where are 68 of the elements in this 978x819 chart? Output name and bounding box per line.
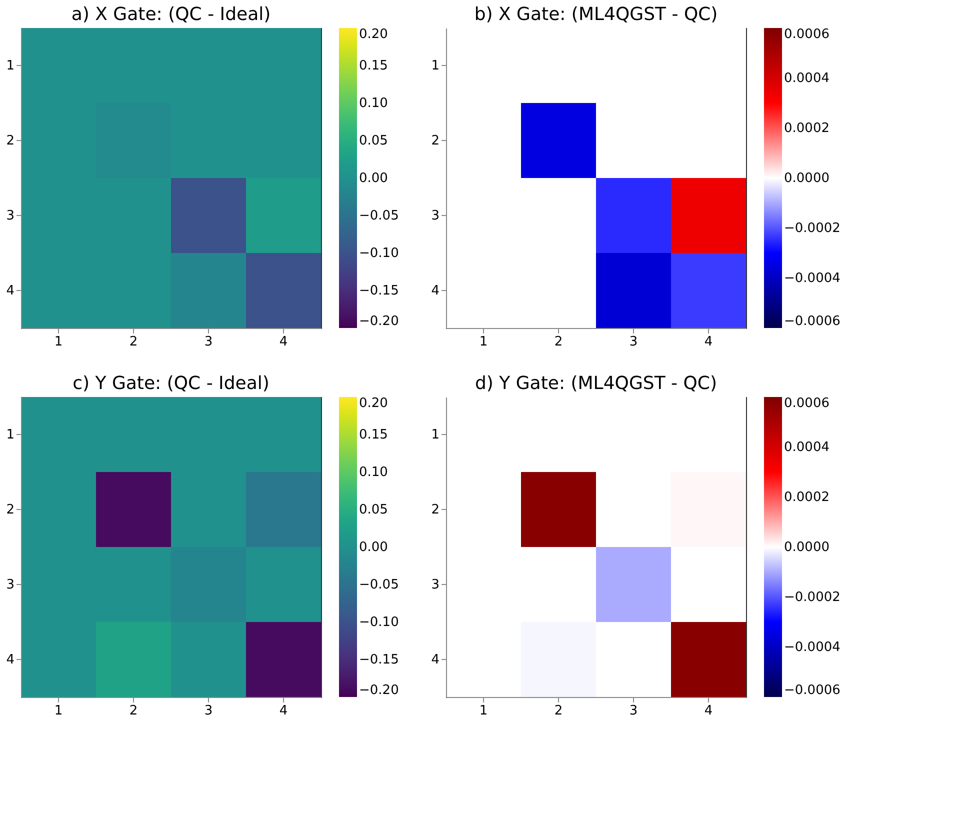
color-bar-label: 0.0002 [784, 490, 830, 505]
y-tick-label: 2 [431, 134, 440, 148]
color-bar-label: 0.0000 [784, 171, 830, 186]
color-bar-label: 0.0004 [784, 71, 830, 86]
x-tick-label: 2 [554, 334, 563, 350]
color-bar-label: −0.15 [359, 284, 399, 298]
color-bar-label: −0.10 [359, 615, 399, 630]
color-bar-label: −0.20 [359, 683, 399, 698]
color-bar-label: −0.0004 [784, 271, 840, 286]
y-tick-label: 4 [431, 284, 440, 298]
y-tick-label: 1 [431, 428, 440, 442]
y-tick-label: 3 [431, 208, 440, 224]
x-tick-label: 3 [204, 704, 213, 718]
y-tick-label: 2 [6, 134, 14, 148]
x-tick-label: 2 [129, 334, 138, 350]
color-bar-label: 0.0002 [784, 121, 830, 136]
color-bar-label: 0.20 [359, 396, 388, 411]
color-bar-label: −0.0004 [784, 640, 840, 655]
color-bar-label: −0.0006 [784, 683, 840, 698]
y-tick-label: 1 [431, 58, 440, 74]
color-bar-label: 0.20 [359, 27, 388, 42]
y-tick-label: 2 [6, 502, 14, 518]
color-bar-label: 0.05 [359, 502, 388, 518]
chart-title: a) X Gate: (QC - Ideal) [71, 4, 271, 25]
color-bar-label: 0.0004 [784, 440, 830, 455]
color-bar-label: 0.15 [359, 58, 388, 74]
color-bar-label: 0.0000 [784, 540, 830, 555]
color-bar-label: 0.00 [359, 171, 388, 186]
chart-title: c) Y Gate: (QC - Ideal) [72, 373, 270, 394]
color-bar-label: 0.05 [359, 134, 388, 148]
color-bar-label: −0.05 [359, 208, 399, 224]
chart-title: d) Y Gate: (ML4QGST - QC) [474, 373, 718, 394]
color-bar-label: −0.20 [359, 314, 399, 329]
x-tick-label: 4 [279, 704, 288, 718]
y-tick-label: 3 [431, 578, 440, 592]
color-bar-label: −0.10 [359, 246, 399, 261]
color-bar-label: −0.0006 [784, 314, 840, 329]
x-tick-label: 1 [479, 704, 488, 718]
x-tick-label: 4 [704, 334, 713, 350]
x-tick-label: 3 [629, 334, 638, 350]
y-tick-label: 2 [431, 502, 440, 518]
y-tick-label: 1 [6, 58, 14, 74]
y-tick-label: 3 [6, 578, 14, 592]
color-bar-label: 0.10 [359, 465, 388, 480]
x-tick-label: 3 [204, 334, 213, 350]
color-bar-label: −0.15 [359, 652, 399, 668]
x-tick-label: 3 [629, 704, 638, 718]
chart-title: b) X Gate: (ML4QGST - QC) [474, 4, 718, 25]
x-tick-label: 4 [279, 334, 288, 350]
x-tick-label: 1 [479, 334, 488, 350]
y-tick-label: 4 [6, 652, 14, 668]
color-bar-label: 0.0006 [784, 27, 830, 42]
color-bar-label: 0.15 [359, 428, 388, 442]
color-bar-label: −0.0002 [784, 590, 840, 605]
x-tick-label: 4 [704, 704, 713, 718]
color-bar-label: −0.0002 [784, 221, 840, 236]
color-bar-label: −0.05 [359, 578, 399, 592]
color-bar-label: 0.00 [359, 540, 388, 555]
x-tick-label: 1 [54, 704, 63, 718]
y-tick-label: 4 [431, 652, 440, 668]
color-bar-label: 0.10 [359, 96, 388, 111]
y-tick-label: 3 [6, 208, 14, 224]
x-tick-label: 2 [554, 704, 563, 718]
x-tick-label: 2 [129, 704, 138, 718]
x-tick-label: 1 [54, 334, 63, 350]
color-bar-label: 0.0006 [784, 396, 830, 411]
y-tick-label: 1 [6, 428, 14, 442]
y-tick-label: 4 [6, 284, 14, 298]
